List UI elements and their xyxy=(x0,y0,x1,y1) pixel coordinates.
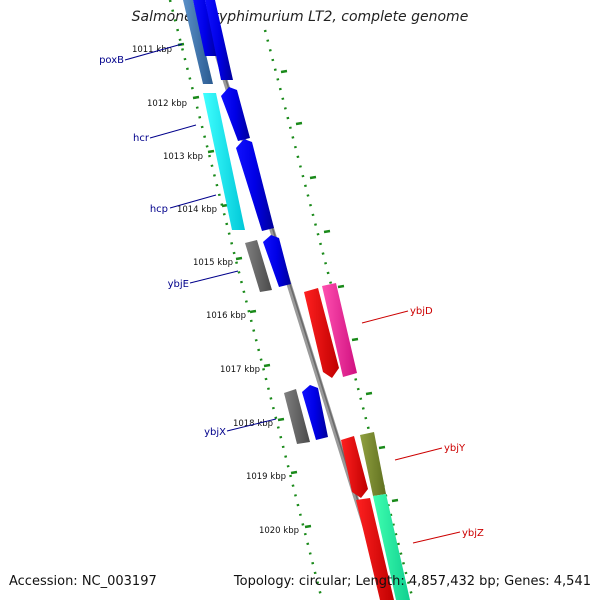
gene-hcr-block[interactable] xyxy=(203,93,245,230)
gene-ybjY-block[interactable] xyxy=(360,432,386,496)
gene-ybjD-arrow[interactable] xyxy=(304,288,339,378)
major-ticks-outer xyxy=(280,69,399,503)
inner-tick-rail xyxy=(168,0,324,600)
kbp-label: 1015 kbp xyxy=(193,258,233,268)
gene-label-ybjE[interactable]: ybjE xyxy=(168,279,189,290)
gene-labels: poxB hcr hcp ybjE ybjX ybjD ybjY ybjZ xyxy=(99,43,484,544)
topology-text: Topology: circular; Length: 4,857,432 bp… xyxy=(233,574,591,589)
kbp-label: 1016 kbp xyxy=(206,311,246,321)
gene-poxB-block-c[interactable] xyxy=(205,0,233,80)
gene-label-hcp[interactable]: hcp xyxy=(150,204,168,215)
kbp-label: 1020 kbp xyxy=(259,526,299,536)
kbp-label: 1014 kbp xyxy=(177,205,217,215)
kbp-label: 1019 kbp xyxy=(246,472,286,482)
gene-hcr-arrow[interactable] xyxy=(221,87,250,141)
gene-ybjD-block[interactable] xyxy=(322,283,357,377)
gene-block-bottom-left[interactable] xyxy=(356,498,394,600)
gene-label-ybjD[interactable]: ybjD xyxy=(410,306,433,317)
gene-label-ybjX[interactable]: ybjX xyxy=(204,427,226,438)
kbp-label: 1018 kbp xyxy=(233,419,273,429)
gene-ybjE-arrow[interactable] xyxy=(263,235,291,287)
gene-label-hcr[interactable]: hcr xyxy=(133,133,150,144)
gene-ybjY-arrow[interactable] xyxy=(341,436,368,498)
gene-label-ybjZ[interactable]: ybjZ xyxy=(462,528,484,539)
kbp-labels: 1011 kbp 1012 kbp 1013 kbp 1014 kbp 1015… xyxy=(132,45,299,536)
accession-text: Accession: NC_003197 xyxy=(9,574,157,589)
gene-label-ybjY[interactable]: ybjY xyxy=(444,443,466,454)
kbp-label: 1012 kbp xyxy=(147,99,187,109)
gene-poxB-block-a[interactable] xyxy=(183,0,213,84)
forward-strand-genes xyxy=(183,0,394,600)
gene-label-poxB[interactable]: poxB xyxy=(99,55,124,66)
gene-poxB-block-b[interactable] xyxy=(193,0,218,56)
kbp-label: 1011 kbp xyxy=(132,45,172,55)
reverse-strand-genes xyxy=(304,283,410,600)
kbp-label: 1013 kbp xyxy=(163,152,203,162)
gene-ybjX-block[interactable] xyxy=(284,389,310,444)
gene-hcp-arrow[interactable] xyxy=(236,139,274,231)
gene-ybjE-block[interactable] xyxy=(245,240,272,292)
kbp-label: 1017 kbp xyxy=(220,365,260,375)
gene-ybjX-arrow[interactable] xyxy=(302,385,328,440)
gene-ybjZ-block[interactable] xyxy=(373,494,410,600)
